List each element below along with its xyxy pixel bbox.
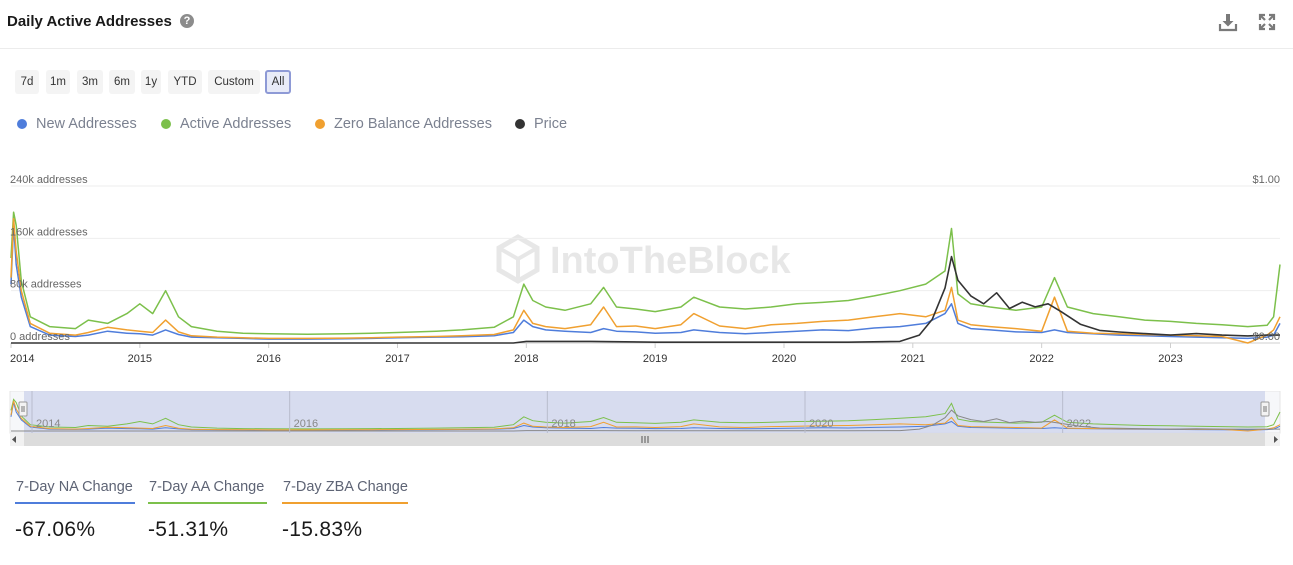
series-line[interactable] [11,255,1280,344]
series-line[interactable] [10,211,1281,335]
x-tick-label: 2017 [385,353,409,365]
legend-dot-icon [17,119,27,129]
scroll-left-arrow-icon[interactable] [12,436,16,443]
y-left-tick-label: 240k addresses [10,174,88,186]
stat-zba-change: 7-Day ZBA Change -15.83% [282,479,408,542]
stat-label: 7-Day NA Change [16,479,133,495]
x-tick-label: 2015 [128,353,152,365]
x-tick-label: 2023 [1158,353,1182,365]
help-icon[interactable]: ? [180,14,194,28]
navigator-series-line [10,398,1281,430]
navigator-left-handle[interactable] [18,401,28,417]
stat-underline [148,502,267,504]
range-button-1y[interactable]: 1y [141,70,161,94]
navigator[interactable]: 2014 2016 2018 2020 2022 [0,391,1293,451]
series-layer [10,211,1281,344]
stat-value: -15.83% [282,518,363,541]
y-left-tick-label: 80k addresses [10,279,82,291]
watermark: IntoTheBlock [496,234,792,284]
navigator-series-line [11,409,1280,432]
axis-labels: 0 addresses 80k addresses 160k addresses 24… [10,174,1280,365]
navigator-selected-range[interactable] [24,391,1265,433]
legend-label: Zero Balance Addresses [334,116,492,132]
watermark-logo-icon [496,234,540,284]
legend-item-new-addresses[interactable]: New Addresses [17,116,137,136]
y-right-tick-label: $0.00 [1252,331,1280,343]
x-tick-label: 2022 [1029,353,1053,365]
range-button-6m[interactable]: 6m [109,70,135,94]
y-left-tick-label: 0 addresses [10,331,70,343]
series-line[interactable] [10,224,1281,340]
range-button-3m[interactable]: 3m [77,70,103,94]
stat-value: -51.31% [148,518,229,541]
x-tick-label: 2014 [10,353,34,365]
range-button-1m[interactable]: 1m [46,70,70,94]
download-icon[interactable] [1218,12,1238,32]
x-tick-label: 2016 [256,353,280,365]
fullscreen-icon[interactable] [1257,12,1277,32]
legend-dot-icon [515,119,525,129]
stat-label: 7-Day ZBA Change [283,479,408,495]
y-left-tick-label: 160k addresses [10,226,88,238]
navigator-year-label: 2022 [1067,418,1091,430]
navigator-series-line [10,402,1281,431]
stat-underline [15,502,135,504]
legend-label: New Addresses [36,116,137,132]
navigator-year-labels: 2014 2016 2018 2020 2022 [31,391,1091,433]
navigator-year-label: 2014 [36,418,60,430]
y-right-tick-label: $1.00 [1252,174,1280,186]
main-chart[interactable]: IntoTheBlock 0 addresses 80k addresses 160… [0,0,1293,380]
navigator-series [10,398,1281,432]
navigator-year-label: 2018 [551,418,575,430]
legend-item-price[interactable]: Price [515,116,567,136]
legend-dot-icon [315,119,325,129]
x-tick-label: 2020 [772,353,796,365]
stat-na-change: 7-Day NA Change -67.06% [15,479,135,542]
scroll-right-arrow-icon[interactable] [1274,436,1278,443]
x-tick-label: 2021 [901,353,925,365]
stat-aa-change: 7-Day AA Change -51.31% [148,479,267,542]
range-button-custom[interactable]: Custom [208,70,260,94]
navigator-year-label: 2020 [809,418,833,430]
x-tick-label: 2019 [643,353,667,365]
navigator-year-label: 2016 [294,418,318,430]
chart-title: Daily Active Addresses [7,13,172,30]
series-line[interactable] [10,217,1281,344]
watermark-text: IntoTheBlock [550,240,792,282]
legend-dot-icon [161,119,171,129]
range-button-all[interactable]: All [265,70,291,94]
legend-label: Price [534,116,568,132]
navigator-right-handle[interactable] [1260,401,1270,417]
range-button-ytd[interactable]: YTD [168,70,202,94]
range-button-7d[interactable]: 7d [15,70,39,94]
stat-value: -67.06% [15,518,96,541]
legend-item-zero-balance-addresses[interactable]: Zero Balance Addresses [315,116,492,136]
x-tick-label: 2018 [514,353,538,365]
legend-label: Active Addresses [180,116,292,132]
scrollbar-grip-icon [641,436,649,443]
stat-underline [282,502,408,504]
chart-header: Daily Active Addresses ? [0,0,1293,49]
legend-item-active-addresses[interactable]: Active Addresses [161,116,291,136]
stat-label: 7-Day AA Change [149,479,265,495]
